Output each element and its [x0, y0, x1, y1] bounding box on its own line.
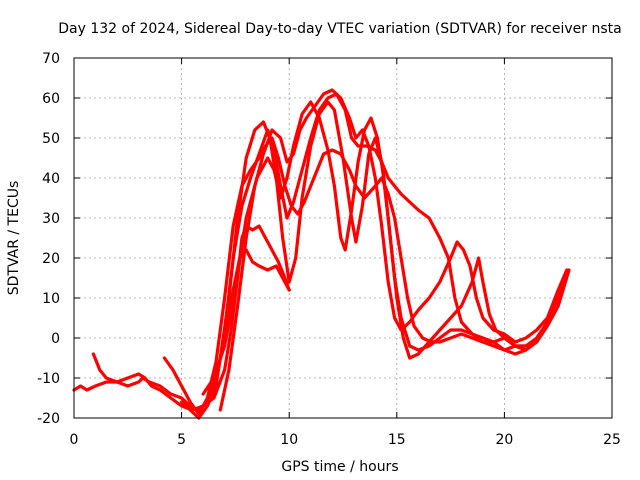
y-tick-label: 30 [42, 211, 60, 227]
y-tick-label: 0 [51, 331, 60, 347]
x-tick-label: 20 [495, 432, 513, 448]
y-tick-label: -10 [37, 371, 60, 387]
y-tick-label: 60 [42, 91, 60, 107]
series-line-track-2 [91, 248, 291, 412]
x-tick-label: 5 [177, 432, 186, 448]
series-line-track-7 [218, 88, 569, 412]
y-tick-label: 70 [42, 51, 60, 67]
y-tick-label: 40 [42, 171, 60, 187]
grid [74, 58, 612, 418]
plot-frame [73, 57, 613, 419]
series-line-track-6 [201, 100, 571, 396]
y-tick-label: -20 [37, 411, 60, 427]
chart-title: Day 132 of 2024, Sidereal Day-to-day VTE… [58, 21, 621, 37]
x-tick-label: 15 [388, 432, 406, 448]
series-line-track-3 [162, 136, 539, 416]
y-tick-label: 10 [42, 291, 60, 307]
y-tick-label: 50 [42, 131, 60, 147]
series-group [72, 88, 571, 420]
x-axis-label: GPS time / hours [281, 459, 398, 475]
axis-ticks: 0 5 10 15 20 25 -20 -10 0 10 20 30 40 50 60 70 [37, 51, 621, 448]
series-line-track-5 [210, 100, 528, 400]
x-tick-label: 0 [70, 432, 79, 448]
y-tick-label: 20 [42, 251, 60, 267]
x-tick-label: 10 [280, 432, 298, 448]
y-axis-label: SDTVAR / TECUs [6, 181, 22, 296]
x-tick-label: 25 [603, 432, 621, 448]
